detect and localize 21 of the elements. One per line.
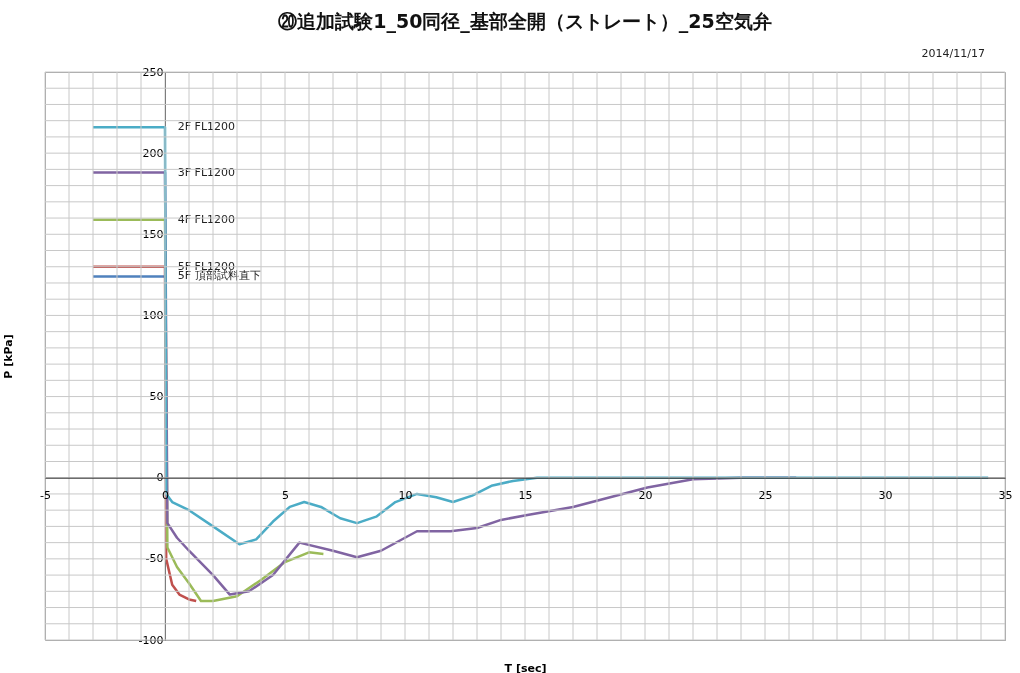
text: 2014/11/17: [921, 47, 985, 60]
series-label: 2F FL1200: [177, 120, 236, 134]
x-tick-label: 5: [282, 489, 289, 503]
x-axis-title: T [sec]: [504, 661, 547, 673]
y-tick-label: 50: [149, 390, 164, 404]
x-tick-label: 35: [998, 489, 1013, 503]
chart-title: ⑳追加試験1_50同径_基部全開（ストレート）_25空気弁: [278, 10, 772, 33]
y-axis-title: P [kPa]: [1, 334, 15, 379]
y-tick-label: 150: [142, 227, 164, 241]
y-tick-label: 100: [142, 308, 164, 322]
x-tick-label: 20: [638, 489, 653, 503]
y-tick-label: 200: [142, 146, 164, 160]
y-tick-label: -100: [138, 633, 164, 647]
x-tick-label: 25: [758, 489, 773, 503]
x-tick-label: -5: [40, 489, 51, 503]
x-tick-label: 15: [518, 489, 533, 503]
series-label: 4F FL1200: [177, 212, 236, 226]
y-tick-label: -50: [145, 552, 164, 566]
x-tick-label: 30: [878, 489, 893, 503]
y-tick-label: 250: [142, 65, 164, 79]
series-label: 3F FL1200: [177, 165, 236, 179]
